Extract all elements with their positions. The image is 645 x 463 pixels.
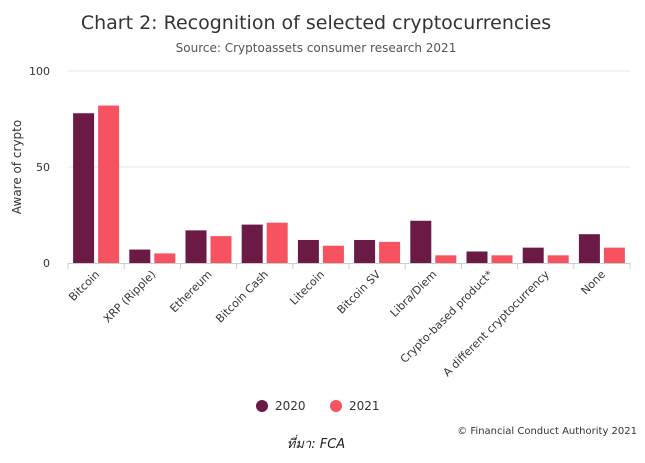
bar-2021-1: [154, 253, 176, 263]
chart-title: Chart 2: Recognition of selected cryptoc…: [81, 12, 551, 34]
bar-2020-1: [129, 249, 151, 263]
y-tick-label: 0: [43, 257, 50, 270]
bar-2021-7: [491, 255, 513, 263]
copyright-credit: © Financial Conduct Authority 2021: [457, 426, 637, 437]
y-tick-label: 100: [29, 65, 50, 78]
x-tick-label: XRP (Ripple): [101, 268, 159, 326]
gridlines: [68, 70, 630, 168]
bar-2020-6: [410, 220, 432, 263]
bar-2020-3: [241, 224, 263, 263]
x-tick-label: Litecoin: [287, 268, 327, 308]
x-tick-label: A different cryptocurrency: [441, 268, 553, 380]
source-caption: ที่มา: FCA: [287, 434, 345, 452]
bar-2020-4: [297, 239, 319, 263]
legend-label-2020[interactable]: 2020: [275, 399, 306, 413]
x-tick-label: None: [579, 268, 609, 298]
bar-2021-8: [547, 255, 569, 263]
bar-2020-7: [466, 251, 488, 263]
y-axis-title: Aware of crypto: [10, 120, 24, 214]
legend-label-2021[interactable]: 2021: [349, 399, 380, 413]
x-tick-label: Crypto-based product*: [398, 268, 496, 366]
bar-2020-2: [185, 230, 207, 263]
bar-2020-9: [578, 234, 600, 263]
bar-2020-8: [522, 247, 544, 263]
bar-2021-5: [379, 241, 401, 263]
chart-subtitle: Source: Cryptoassets consumer research 2…: [176, 41, 457, 55]
x-tick-label: Bitcoin SV: [335, 268, 384, 317]
bar-2021-3: [266, 222, 288, 263]
y-tick-label: 50: [36, 161, 50, 174]
legend-marker-2021[interactable]: [330, 400, 342, 412]
bar-2021-6: [435, 255, 457, 263]
legend-marker-2020[interactable]: [256, 400, 268, 412]
x-tick-label: Ethereum: [167, 268, 214, 315]
x-tick-label: Bitcoin: [66, 268, 102, 304]
bar-2020-5: [354, 239, 376, 263]
legend: 2020 2021: [256, 399, 380, 413]
x-tick-label: Bitcoin Cash: [213, 268, 271, 326]
bar-2021-2: [210, 236, 232, 263]
x-tick-label: Libra/Diem: [388, 268, 440, 320]
bars: [73, 105, 625, 264]
bar-2021-9: [603, 247, 625, 263]
y-axis-ticks: 0 50 100: [29, 65, 50, 270]
bar-2020-0: [73, 113, 95, 264]
bar-2021-4: [322, 245, 344, 263]
bar-2021-0: [98, 105, 120, 263]
